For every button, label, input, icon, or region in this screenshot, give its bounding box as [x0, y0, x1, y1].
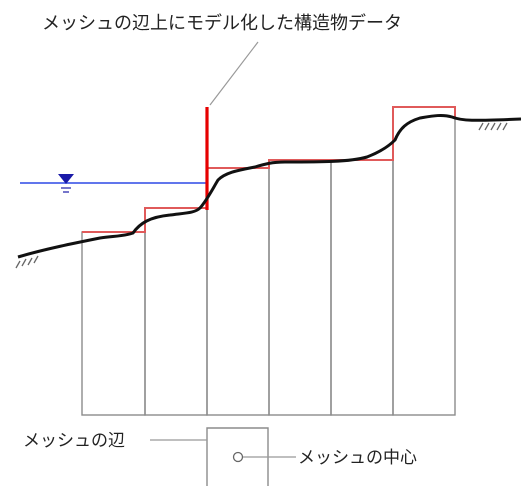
mesh-cells [81, 106, 456, 416]
mesh-cell [330, 159, 394, 416]
ground-hatch-icon [15, 255, 39, 269]
ground-surface-line [17, 113, 521, 259]
mesh-cell [268, 159, 332, 416]
structure-data-leader-line [209, 41, 259, 106]
mesh-cell [392, 106, 456, 416]
structure-data-line [82, 106, 456, 233]
mesh-edge-label: メッシュの辺 [23, 431, 125, 451]
ground-hatch-icon [478, 122, 508, 131]
structure-data-label: メッシュの辺上にモデル化した構造物データ [42, 13, 402, 34]
mesh-cell [144, 207, 208, 416]
mesh-cell [206, 167, 270, 416]
mesh-cell [81, 231, 146, 416]
mesh-center-label: メッシュの中心 [298, 448, 417, 468]
inverted-triangle-water-level-icon [58, 174, 74, 193]
circle-marker-icon [232, 451, 244, 463]
